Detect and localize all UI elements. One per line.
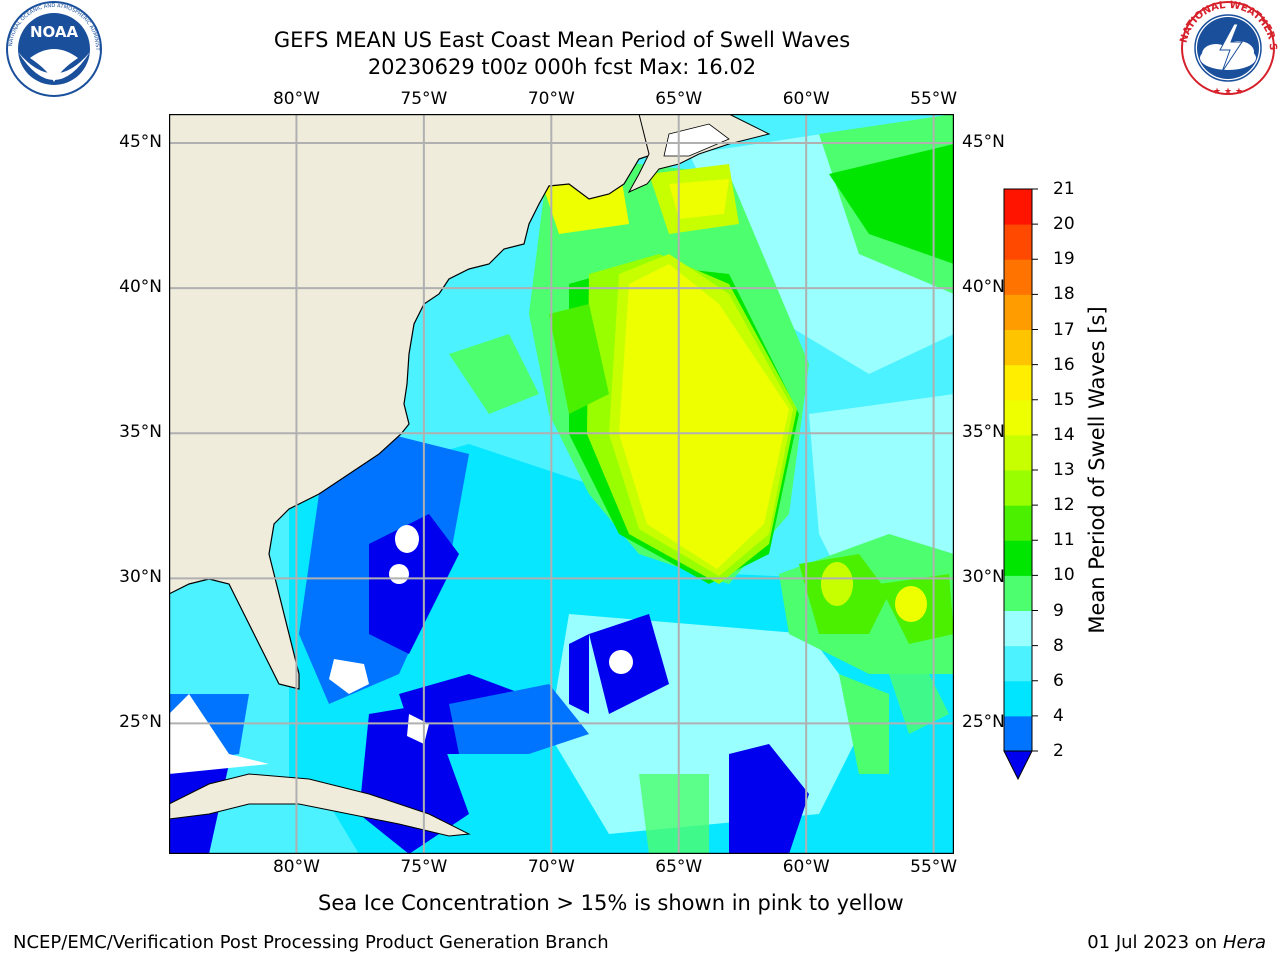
colorbar-label: 17 — [1053, 319, 1075, 340]
nws-logo: NATIONAL WEATHER SERVICE ★ ★ ★ — [1176, 0, 1278, 97]
colorbar-label: 10 — [1053, 565, 1075, 586]
lat-tick-left: 25°N — [119, 712, 162, 733]
lat-tick-left: 30°N — [119, 567, 162, 588]
lat-tick-left: 35°N — [119, 422, 162, 443]
colorbar-title: Mean Period of Swell Waves [s] — [1085, 306, 1109, 634]
colorbar-segment — [1004, 680, 1032, 717]
noaa-logo-text: NOAA — [30, 23, 79, 41]
lon-tick-bottom: 60°W — [782, 857, 830, 877]
colorbar-label: 16 — [1053, 354, 1075, 375]
colorbar-label: 15 — [1053, 389, 1075, 410]
colorbar-label: 21 — [1053, 179, 1075, 199]
map-gridlines — [169, 114, 954, 854]
lon-tick-top: 55°W — [910, 89, 958, 109]
land-maritimes — [627, 114, 771, 194]
sea-ice-caption: Sea Ice Concentration > 15% is shown in … — [318, 891, 904, 915]
colorbar-segment — [1004, 505, 1032, 541]
footer-machine: Hera — [1222, 932, 1266, 953]
land-cuba — [169, 773, 471, 837]
lon-tick-top: 80°W — [272, 89, 320, 109]
colorbar-label: 18 — [1053, 284, 1075, 305]
colorbar-label: 6 — [1053, 670, 1064, 691]
lon-tick-bottom: 55°W — [910, 857, 958, 877]
lon-tick-bottom: 70°W — [527, 857, 575, 877]
lat-tick-left: 40°N — [119, 277, 162, 298]
lat-tick-right: 30°N — [962, 567, 1005, 588]
colorbar-segment — [1004, 715, 1032, 752]
lon-tick-top: 60°W — [782, 89, 830, 109]
colorbar-segment — [1004, 575, 1032, 611]
colorbar-segment — [1004, 329, 1032, 366]
colorbar-segment — [1004, 399, 1032, 436]
colorbar-segment — [1004, 294, 1032, 330]
colorbar-label: 11 — [1053, 530, 1075, 551]
lat-tick-right: 25°N — [962, 712, 1005, 733]
footer-date: 01 Jul 2023 on Hera — [1087, 932, 1266, 953]
map-panel — [169, 114, 954, 854]
footer-branch: NCEP/EMC/Verification Post Processing Pr… — [13, 932, 609, 953]
colorbar-label: 8 — [1053, 635, 1064, 656]
colorbar-label: 9 — [1053, 600, 1064, 621]
colorbar-segment — [1004, 364, 1032, 401]
colorbar-segment — [1004, 540, 1032, 576]
colorbar-segment — [1004, 224, 1032, 260]
lat-tick-right: 35°N — [962, 422, 1005, 443]
land-mass — [169, 114, 710, 690]
lat-tick-left: 45°N — [119, 132, 162, 153]
plot-title-line2: 20230629 t00z 000h fcst Max: 16.02 — [367, 55, 757, 79]
plot-title-line1: GEFS MEAN US East Coast Mean Period of S… — [273, 28, 851, 52]
colorbar-segment — [1004, 470, 1032, 506]
colorbar-segment — [1004, 259, 1032, 295]
svg-text:★ ★ ★: ★ ★ ★ — [1213, 87, 1243, 97]
colorbar-label: 20 — [1053, 214, 1075, 235]
swell-period-field — [169, 114, 954, 854]
lon-tick-bottom: 75°W — [400, 857, 448, 877]
lon-tick-top: 65°W — [655, 89, 703, 109]
lat-tick-right: 45°N — [962, 132, 1005, 153]
colorbar-under-arrow — [1003, 750, 1033, 781]
colorbar-segment — [1004, 645, 1032, 682]
colorbar-label: 12 — [1053, 495, 1075, 516]
lon-tick-top: 70°W — [527, 89, 575, 109]
colorbar — [1003, 188, 1038, 781]
colorbar-label: 13 — [1053, 460, 1075, 480]
lon-tick-top: 75°W — [400, 89, 448, 109]
colorbar-label: 4 — [1053, 705, 1064, 726]
colorbar-segment — [1004, 189, 1032, 225]
colorbar-label: 2 — [1053, 741, 1064, 761]
colorbar-label: 14 — [1053, 424, 1075, 445]
noaa-logo: NOAA NATIONAL OCEANIC AND ATMOSPHERIC AD… — [0, 0, 102, 97]
lon-tick-bottom: 65°W — [655, 857, 703, 877]
colorbar-segment — [1004, 434, 1032, 471]
footer-date-text: 01 Jul 2023 on — [1087, 932, 1223, 953]
lat-tick-right: 40°N — [962, 277, 1005, 298]
map-frame — [169, 114, 954, 854]
lon-tick-bottom: 80°W — [272, 857, 320, 877]
colorbar-label: 19 — [1053, 249, 1075, 270]
colorbar-segment — [1004, 610, 1032, 647]
